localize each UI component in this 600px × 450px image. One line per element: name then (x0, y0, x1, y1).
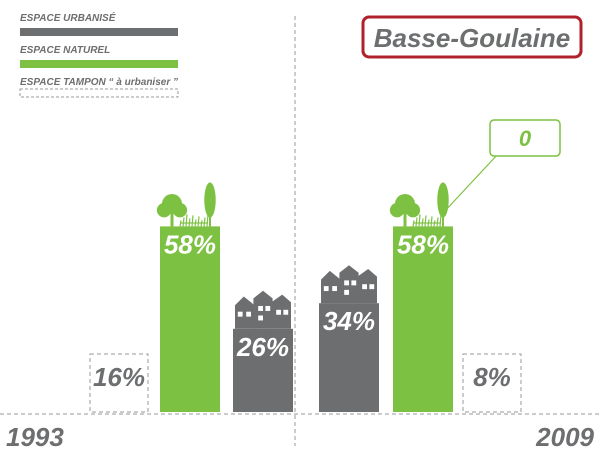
legend: ESPACE URBANISÉ ESPACE NATUREL ESPACE TA… (19, 11, 179, 98)
bar-urbanise-1993 (233, 328, 293, 412)
bars-layer: 16% 58% 26% 8% 58% 34% 0 (89, 119, 561, 413)
data-label-naturel-1993: 58% (164, 229, 216, 259)
data-label-tampon-2009: 8% (473, 362, 511, 392)
callout-2009: 0 (443, 119, 561, 213)
bar-tampon-2009 (462, 353, 522, 413)
grass-icon (412, 214, 442, 227)
legend-swatch-urbanise (20, 28, 178, 36)
category-label-2009: 2009 (535, 422, 594, 450)
legend-swatch-tampon (19, 88, 179, 98)
title-box: Basse-Goulaine (361, 15, 583, 59)
tree-icon (389, 194, 421, 227)
bar-naturel-1993 (160, 226, 220, 412)
grass-icon (179, 214, 209, 227)
legend-swatch-naturel (20, 60, 178, 68)
bar-urbanise-2009 (319, 303, 379, 412)
data-label-tampon-1993: 16% (93, 362, 145, 392)
title-border (361, 15, 583, 59)
bar-naturel-2009 (393, 226, 453, 412)
data-label-naturel-2009: 58% (397, 229, 449, 259)
poplar-tree-icon (437, 182, 449, 227)
legend-label-urbanise: ESPACE URBANISÉ (20, 11, 116, 24)
tree-icon (156, 194, 188, 227)
houses-icon (321, 265, 377, 304)
chart-title: Basse-Goulaine (374, 23, 571, 53)
legend-label-tampon: ESPACE TAMPON “ à urbaniser ” (20, 77, 178, 88)
poplar-tree-icon (204, 182, 216, 227)
data-label-urbanise-1993: 26% (236, 332, 289, 362)
legend-label-naturel: ESPACE NATUREL (20, 45, 110, 56)
category-label-1993: 1993 (6, 422, 64, 450)
callout-value-2009: 0 (519, 126, 532, 151)
bar-tampon-1993 (89, 353, 149, 413)
houses-icon (235, 290, 291, 329)
data-label-urbanise-2009: 34% (323, 306, 375, 336)
